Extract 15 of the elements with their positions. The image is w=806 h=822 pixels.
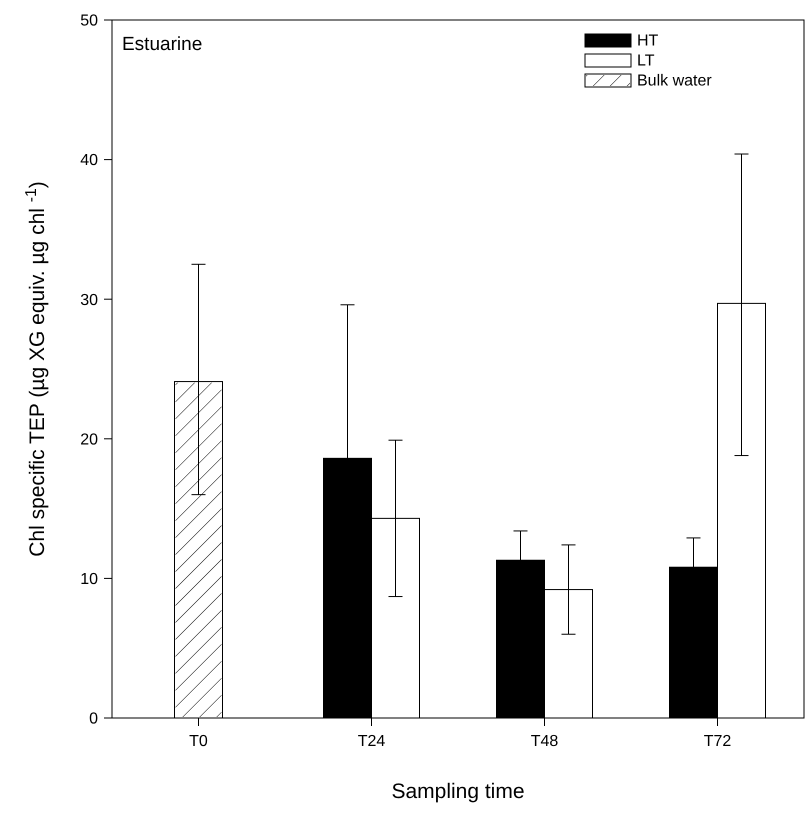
legend-label: Bulk water [637,72,712,90]
y-tick-label: 10 [80,571,98,588]
text: Estuarine [122,34,202,55]
y-tick-label: 30 [80,292,98,309]
x-tick-label: T72 [704,733,732,750]
x-tick-label: T0 [189,733,208,750]
y-tick-label: 20 [80,431,98,448]
x-tick-label: T24 [358,733,386,750]
x-axis-title: Sampling time [391,780,525,803]
y-tick-label: 0 [89,710,98,728]
y-tick-label: 50 [80,12,98,30]
y-tick-label: 40 [80,152,98,170]
legend-label: LT [637,52,655,70]
x-tick-label: T48 [530,733,558,750]
legend-label: HT [637,32,659,50]
